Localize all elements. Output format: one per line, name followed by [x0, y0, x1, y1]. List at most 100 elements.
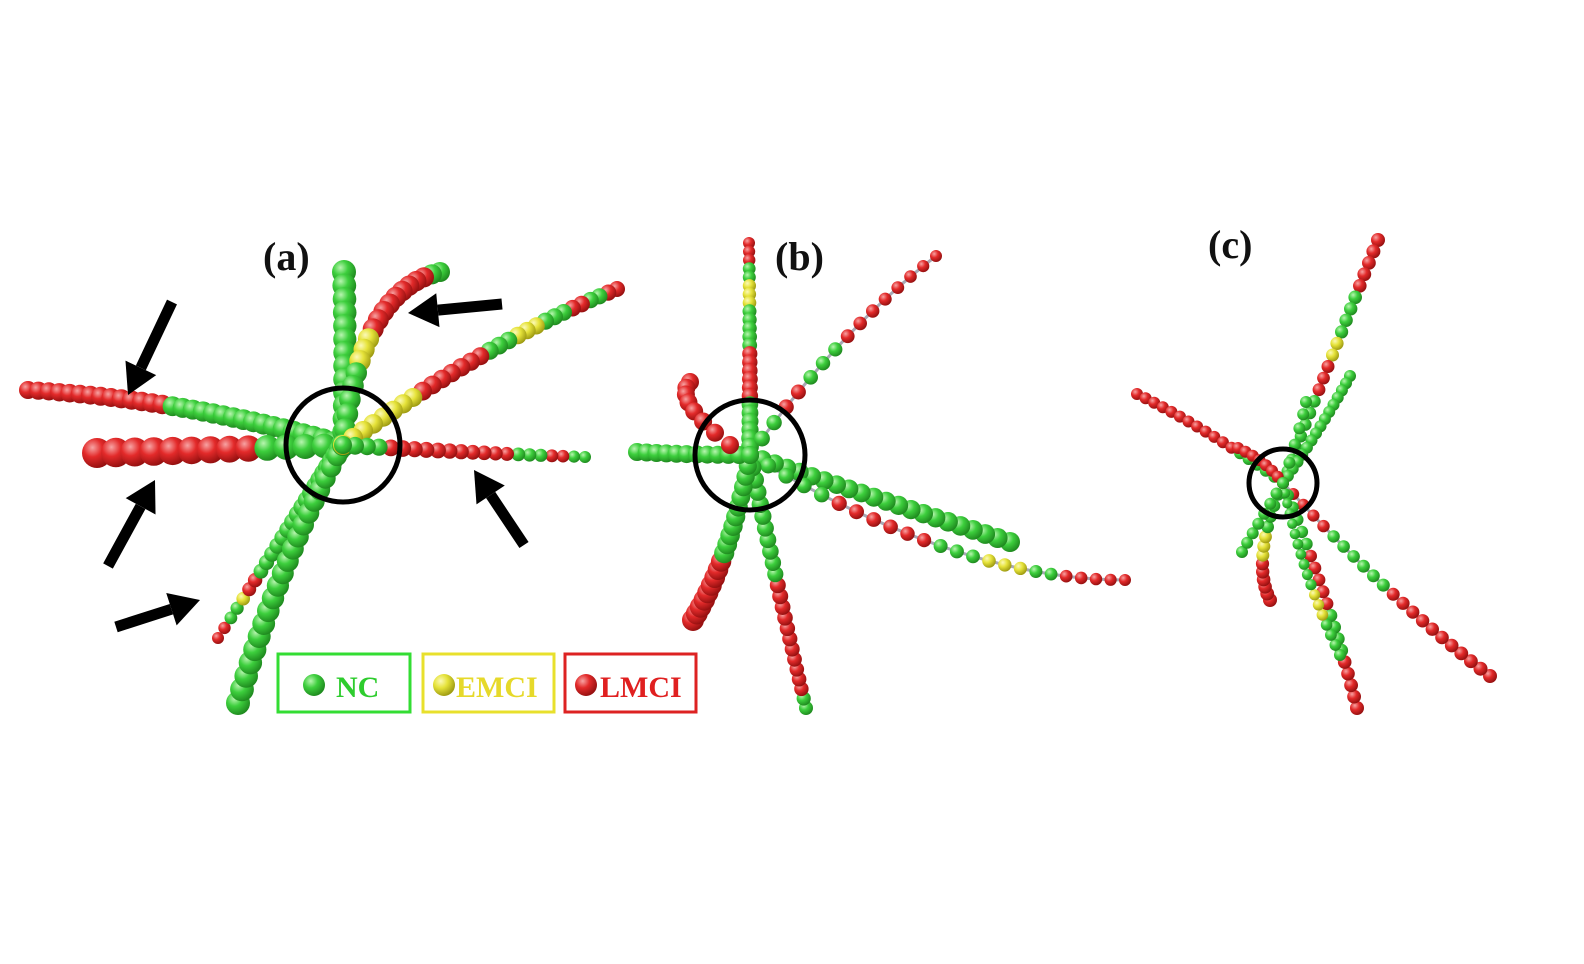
bead-emci — [1309, 589, 1321, 601]
bead-lmci — [1386, 587, 1400, 601]
bead-nc — [292, 434, 318, 459]
bead-nc — [1297, 408, 1310, 421]
panel-c: (c) — [1131, 222, 1497, 715]
bead-nc — [1280, 488, 1291, 499]
bead-nc — [1295, 548, 1307, 560]
panel-b-lines — [748, 254, 1126, 582]
bead-emci — [1013, 561, 1027, 576]
bead-lmci — [453, 444, 469, 460]
bead-lmci — [904, 270, 917, 283]
bead-lmci — [853, 316, 867, 331]
bead-emci — [1312, 599, 1325, 611]
bead-nc — [334, 436, 352, 454]
bead-lmci — [1396, 596, 1410, 610]
bead-nc — [1044, 567, 1058, 581]
bead-lmci — [418, 441, 435, 458]
bead-nc — [1320, 619, 1333, 631]
bead-lmci — [196, 436, 225, 464]
bead-lmci — [1435, 630, 1449, 645]
bead-lmci — [721, 436, 739, 454]
legend-box-nc — [276, 652, 412, 714]
bead-lmci — [1216, 436, 1229, 449]
bead-lmci — [216, 435, 243, 463]
panel-c-lines — [1136, 239, 1491, 678]
bead-lmci — [706, 423, 724, 442]
bead-lmci — [1317, 371, 1330, 385]
bead-lmci — [1104, 573, 1117, 586]
bead-lmci — [917, 533, 932, 548]
bead-nc — [1298, 558, 1310, 570]
panel-a-branches — [19, 260, 625, 715]
bead-nc — [1334, 649, 1346, 661]
bead-nc — [766, 414, 782, 431]
bead-nc — [254, 435, 281, 461]
legend-label-nc: NC — [336, 671, 379, 704]
bead-nc — [1293, 422, 1306, 435]
bead-nc — [1287, 518, 1298, 529]
legend-dot-lmci — [575, 674, 597, 696]
legend-label-lmci: LMCI — [600, 671, 682, 704]
bead-nc — [1337, 540, 1350, 553]
bead-lmci — [1341, 666, 1355, 681]
bead-lmci — [1344, 678, 1358, 693]
bead-lmci — [1425, 622, 1440, 636]
bead-lmci — [1357, 267, 1372, 282]
bead-nc — [741, 446, 759, 464]
bead-lmci — [1059, 569, 1073, 583]
bead-nc — [1329, 639, 1342, 651]
bead-lmci — [430, 442, 446, 459]
bead-nc — [1339, 313, 1353, 327]
bead-lmci — [476, 445, 492, 461]
bead-nc — [760, 457, 777, 474]
bead-lmci — [743, 237, 755, 249]
bead-lmci — [1473, 661, 1488, 676]
bead-lmci — [1444, 638, 1459, 653]
bead-lmci — [556, 449, 570, 463]
bead-nc — [814, 487, 830, 503]
bead-nc — [1283, 456, 1296, 469]
bead-lmci — [1454, 646, 1469, 661]
center-circle-icon — [692, 397, 808, 513]
bead-nc — [534, 448, 548, 462]
black-arrow-icon — [408, 293, 503, 328]
panel-label-b: (b) — [775, 234, 824, 279]
bead-nc — [567, 450, 581, 463]
bead-lmci — [790, 384, 806, 400]
bead-lmci — [831, 495, 847, 511]
bead-lmci — [900, 526, 915, 541]
bead-nc — [933, 539, 948, 553]
legend-dot-emci — [433, 674, 455, 696]
bead-nc — [1270, 487, 1283, 500]
panel-label-a: (a) — [263, 234, 310, 279]
bead-lmci — [1347, 689, 1361, 704]
center-circle-icon — [1246, 446, 1320, 520]
bead-lmci — [930, 250, 942, 262]
bead-nc — [1282, 498, 1293, 509]
bead-nc — [828, 342, 843, 357]
bead-nc — [1289, 528, 1301, 540]
bead-lmci — [442, 443, 458, 459]
bead-lmci — [866, 512, 882, 527]
bead-emci — [1326, 348, 1339, 362]
bead-nc — [230, 601, 244, 615]
bead-lmci — [849, 504, 864, 520]
bead-nc — [1241, 536, 1254, 549]
bead-nc — [754, 430, 770, 447]
bead-emci — [1316, 609, 1329, 621]
bead-nc — [778, 468, 794, 484]
bead-nc — [1246, 527, 1259, 540]
bead-nc — [1344, 302, 1358, 316]
bead-lmci — [878, 292, 892, 306]
bead-nc — [1236, 546, 1248, 558]
bead-lmci — [235, 435, 262, 462]
legend-item-emci: EMCI — [421, 652, 556, 714]
bead-lmci — [1304, 549, 1317, 563]
black-arrow-icon — [474, 470, 529, 549]
bead-lmci — [1362, 256, 1376, 270]
bead-lmci — [1366, 244, 1381, 259]
legend-item-nc: NC — [276, 652, 412, 714]
bead-lmci — [1321, 360, 1335, 373]
bead-nc — [1277, 477, 1289, 489]
bead-nc — [1301, 569, 1313, 581]
panel-a: (a) NC EMCI LMCI — [19, 234, 698, 715]
